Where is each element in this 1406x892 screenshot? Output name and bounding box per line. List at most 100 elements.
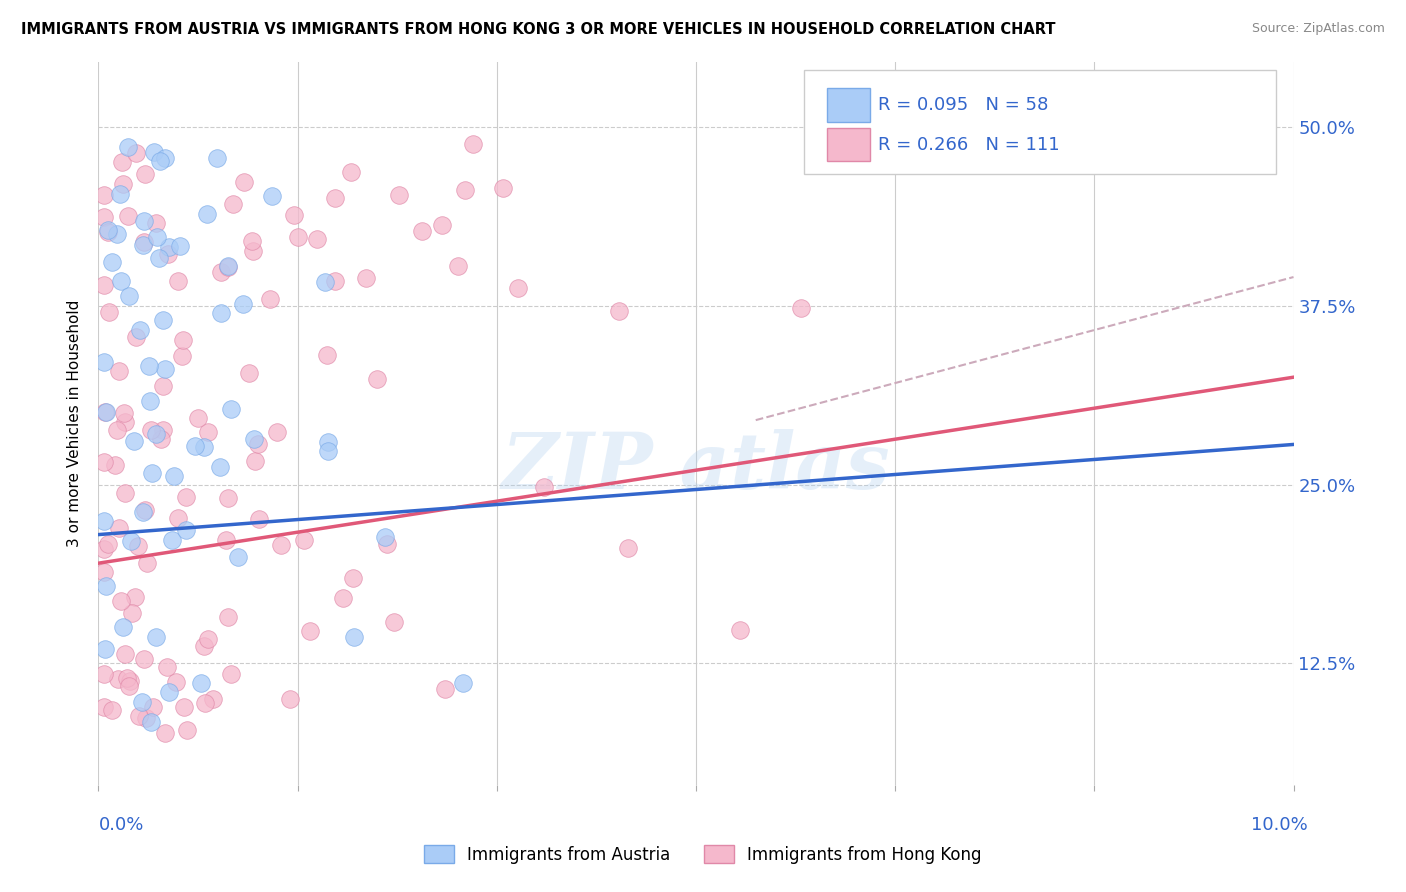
Point bbox=[125, 145, 148, 160]
Point bbox=[153, 362, 176, 376]
Point bbox=[176, 491, 198, 505]
Point bbox=[228, 549, 250, 564]
Point bbox=[153, 151, 176, 165]
Point bbox=[170, 349, 193, 363]
Point bbox=[208, 459, 231, 474]
Point bbox=[343, 630, 366, 644]
Point bbox=[112, 177, 135, 191]
Point bbox=[146, 230, 169, 244]
Point bbox=[217, 260, 239, 274]
Point bbox=[93, 565, 115, 579]
Point bbox=[240, 234, 263, 248]
Point bbox=[292, 533, 315, 548]
Point bbox=[156, 246, 179, 260]
Point bbox=[243, 432, 266, 446]
Point bbox=[790, 301, 813, 316]
Point bbox=[157, 685, 180, 699]
Point bbox=[117, 209, 139, 223]
Point bbox=[174, 523, 197, 537]
Point bbox=[461, 137, 484, 152]
Point bbox=[157, 240, 180, 254]
Point bbox=[375, 537, 398, 551]
Point bbox=[197, 425, 219, 440]
Point bbox=[125, 330, 148, 344]
Point bbox=[193, 639, 215, 653]
Point bbox=[262, 188, 284, 202]
Point bbox=[222, 196, 245, 211]
Point bbox=[305, 232, 328, 246]
Point bbox=[110, 274, 132, 288]
Point bbox=[134, 235, 156, 249]
Point bbox=[183, 439, 205, 453]
Point bbox=[134, 503, 156, 517]
Point bbox=[245, 454, 267, 468]
Point bbox=[219, 667, 242, 681]
Point bbox=[94, 579, 117, 593]
Point bbox=[316, 443, 339, 458]
Point bbox=[270, 538, 292, 552]
Point bbox=[153, 726, 176, 740]
Point bbox=[172, 333, 194, 347]
Point bbox=[242, 244, 264, 258]
Point bbox=[93, 699, 115, 714]
Point bbox=[432, 218, 454, 232]
Point bbox=[340, 164, 363, 178]
Point bbox=[145, 631, 167, 645]
Point bbox=[93, 188, 115, 202]
Point bbox=[150, 432, 173, 446]
Point bbox=[145, 216, 167, 230]
Point bbox=[117, 140, 139, 154]
Point bbox=[134, 213, 156, 227]
Point bbox=[197, 632, 219, 646]
Point bbox=[142, 699, 165, 714]
Point bbox=[152, 423, 174, 437]
Point bbox=[232, 297, 254, 311]
Point bbox=[112, 620, 135, 634]
Point bbox=[149, 154, 172, 169]
Point bbox=[411, 224, 433, 238]
Point bbox=[215, 533, 238, 547]
Point bbox=[145, 426, 167, 441]
Point bbox=[127, 539, 149, 553]
Point bbox=[209, 306, 232, 320]
Text: ZIP atlas: ZIP atlas bbox=[502, 429, 890, 505]
Text: R = 0.095   N = 58: R = 0.095 N = 58 bbox=[877, 96, 1047, 114]
Point bbox=[132, 652, 155, 666]
Point bbox=[165, 674, 187, 689]
Legend: Immigrants from Austria, Immigrants from Hong Kong: Immigrants from Austria, Immigrants from… bbox=[418, 838, 988, 871]
Point bbox=[114, 415, 136, 429]
Point bbox=[163, 468, 186, 483]
Point bbox=[107, 364, 129, 378]
Point bbox=[101, 703, 124, 717]
Point bbox=[374, 530, 396, 544]
Point bbox=[162, 533, 184, 547]
Point bbox=[217, 260, 239, 274]
Point bbox=[167, 511, 190, 525]
Point bbox=[107, 227, 129, 241]
Point bbox=[114, 648, 136, 662]
Point bbox=[148, 251, 170, 265]
Point bbox=[382, 615, 405, 629]
Point bbox=[232, 175, 254, 189]
Text: R = 0.266   N = 111: R = 0.266 N = 111 bbox=[877, 136, 1059, 153]
Point bbox=[105, 423, 128, 437]
Point bbox=[266, 425, 288, 439]
Y-axis label: 3 or more Vehicles in Household: 3 or more Vehicles in Household bbox=[67, 300, 83, 548]
Point bbox=[96, 225, 118, 239]
Point bbox=[323, 191, 346, 205]
Point bbox=[173, 700, 195, 714]
Point bbox=[120, 534, 142, 549]
Point bbox=[219, 402, 242, 417]
Point bbox=[124, 434, 146, 448]
Point bbox=[323, 274, 346, 288]
Point bbox=[454, 183, 477, 197]
Point bbox=[209, 264, 232, 278]
Text: 0.0%: 0.0% bbox=[98, 816, 143, 834]
Point bbox=[287, 229, 309, 244]
Point bbox=[453, 676, 475, 690]
Point bbox=[121, 607, 143, 621]
Point bbox=[193, 440, 215, 454]
Point bbox=[238, 366, 260, 380]
Point bbox=[97, 222, 120, 236]
Point bbox=[94, 641, 117, 656]
